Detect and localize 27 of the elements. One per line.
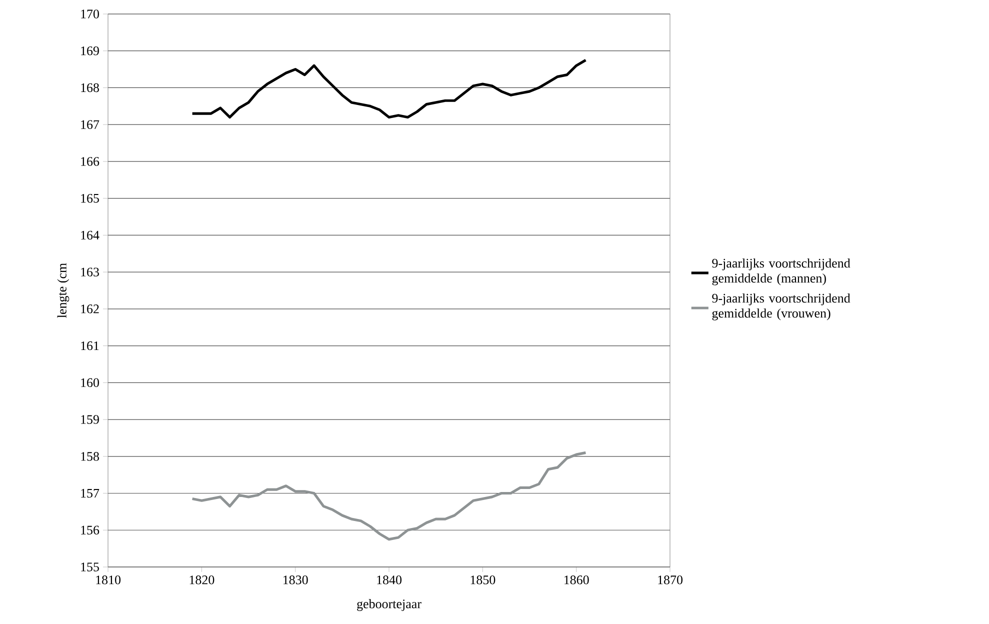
y-tick-label: 164: [81, 230, 100, 240]
y-tick-label: 156: [81, 526, 100, 534]
x-tick-label: 1820: [190, 576, 214, 584]
y-tick-label: 165: [81, 194, 99, 203]
y-tick-label: 158: [81, 452, 99, 461]
x-axis-title: geboortejaar: [357, 599, 422, 611]
x-tick-label: 1810: [96, 576, 121, 584]
x-tick-label: 1850: [470, 576, 496, 584]
y-tick-label: 160: [81, 378, 99, 388]
y-tick-label: 170: [81, 10, 99, 18]
legend-label: 9-jaarlijks voortschrijdend gemiddelde (mannen): [712, 258, 850, 286]
x-tick-label: 1860: [564, 576, 589, 584]
y-tick-label: 159: [81, 415, 99, 424]
legend-label: 9-jaarlijks voortschrijdend gemiddelde (vrouwen): [712, 293, 850, 320]
x-tick-label: 1840: [377, 576, 402, 584]
y-tick-label: 163: [81, 268, 99, 276]
y-tick-label: 168: [81, 83, 99, 92]
y-tick-label: 161: [81, 341, 99, 350]
y-axis-title: lengte (cm: [57, 263, 70, 318]
y-tick-label: 157: [81, 488, 100, 498]
y-tick-label: 155: [81, 562, 99, 572]
y-tick-label: 167: [81, 120, 100, 129]
x-tick-label: 1830: [283, 576, 308, 584]
y-tick-label: 162: [81, 304, 99, 314]
x-tick-label: 1870: [658, 576, 683, 584]
y-tick-label: 166: [81, 157, 100, 166]
y-tick-label: 169: [81, 46, 99, 56]
